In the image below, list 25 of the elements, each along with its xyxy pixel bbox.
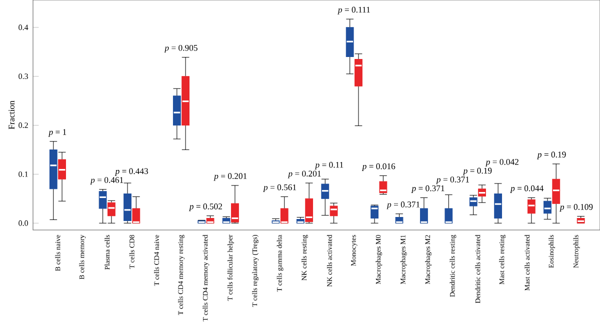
annotation: p = 0.443 <box>114 168 148 176</box>
annotation: p = 1 <box>48 129 66 137</box>
y-tick-label: 0.3 <box>18 74 28 80</box>
annotation: p = 0.201 <box>214 173 247 181</box>
annotation: p = 0.19 <box>536 152 566 160</box>
annotation: p = 0.561 <box>263 184 296 192</box>
y-tick-label: 0.1 <box>18 171 28 177</box>
annotation: p = 0.461 <box>90 177 124 185</box>
annotation: p = 0.042 <box>485 158 518 167</box>
annotation: p = 0.19 <box>462 168 492 176</box>
annotation: p = 0.371 <box>411 185 444 193</box>
y-tick-label: 0.0 <box>18 220 28 226</box>
annotation: p = 0.109 <box>559 204 593 212</box>
annotation: p = 0.111 <box>337 6 370 14</box>
y-axis-title: Fraction <box>8 100 14 130</box>
annotation: p = 0.905 <box>164 44 198 53</box>
y-tick-label: 0.2 <box>18 122 28 128</box>
annotation: p = 0.371 <box>386 202 420 210</box>
annotation: p = 0.11 <box>314 162 344 170</box>
annotation: p = 0.502 <box>188 203 222 212</box>
annotation: p = 0.044 <box>510 185 544 193</box>
annotation: p = 0.371 <box>436 176 469 184</box>
annotation: p = 0.016 <box>362 163 396 171</box>
y-tick-label: 0.4 <box>18 24 28 30</box>
annotation: p = 0.201 <box>288 170 321 178</box>
